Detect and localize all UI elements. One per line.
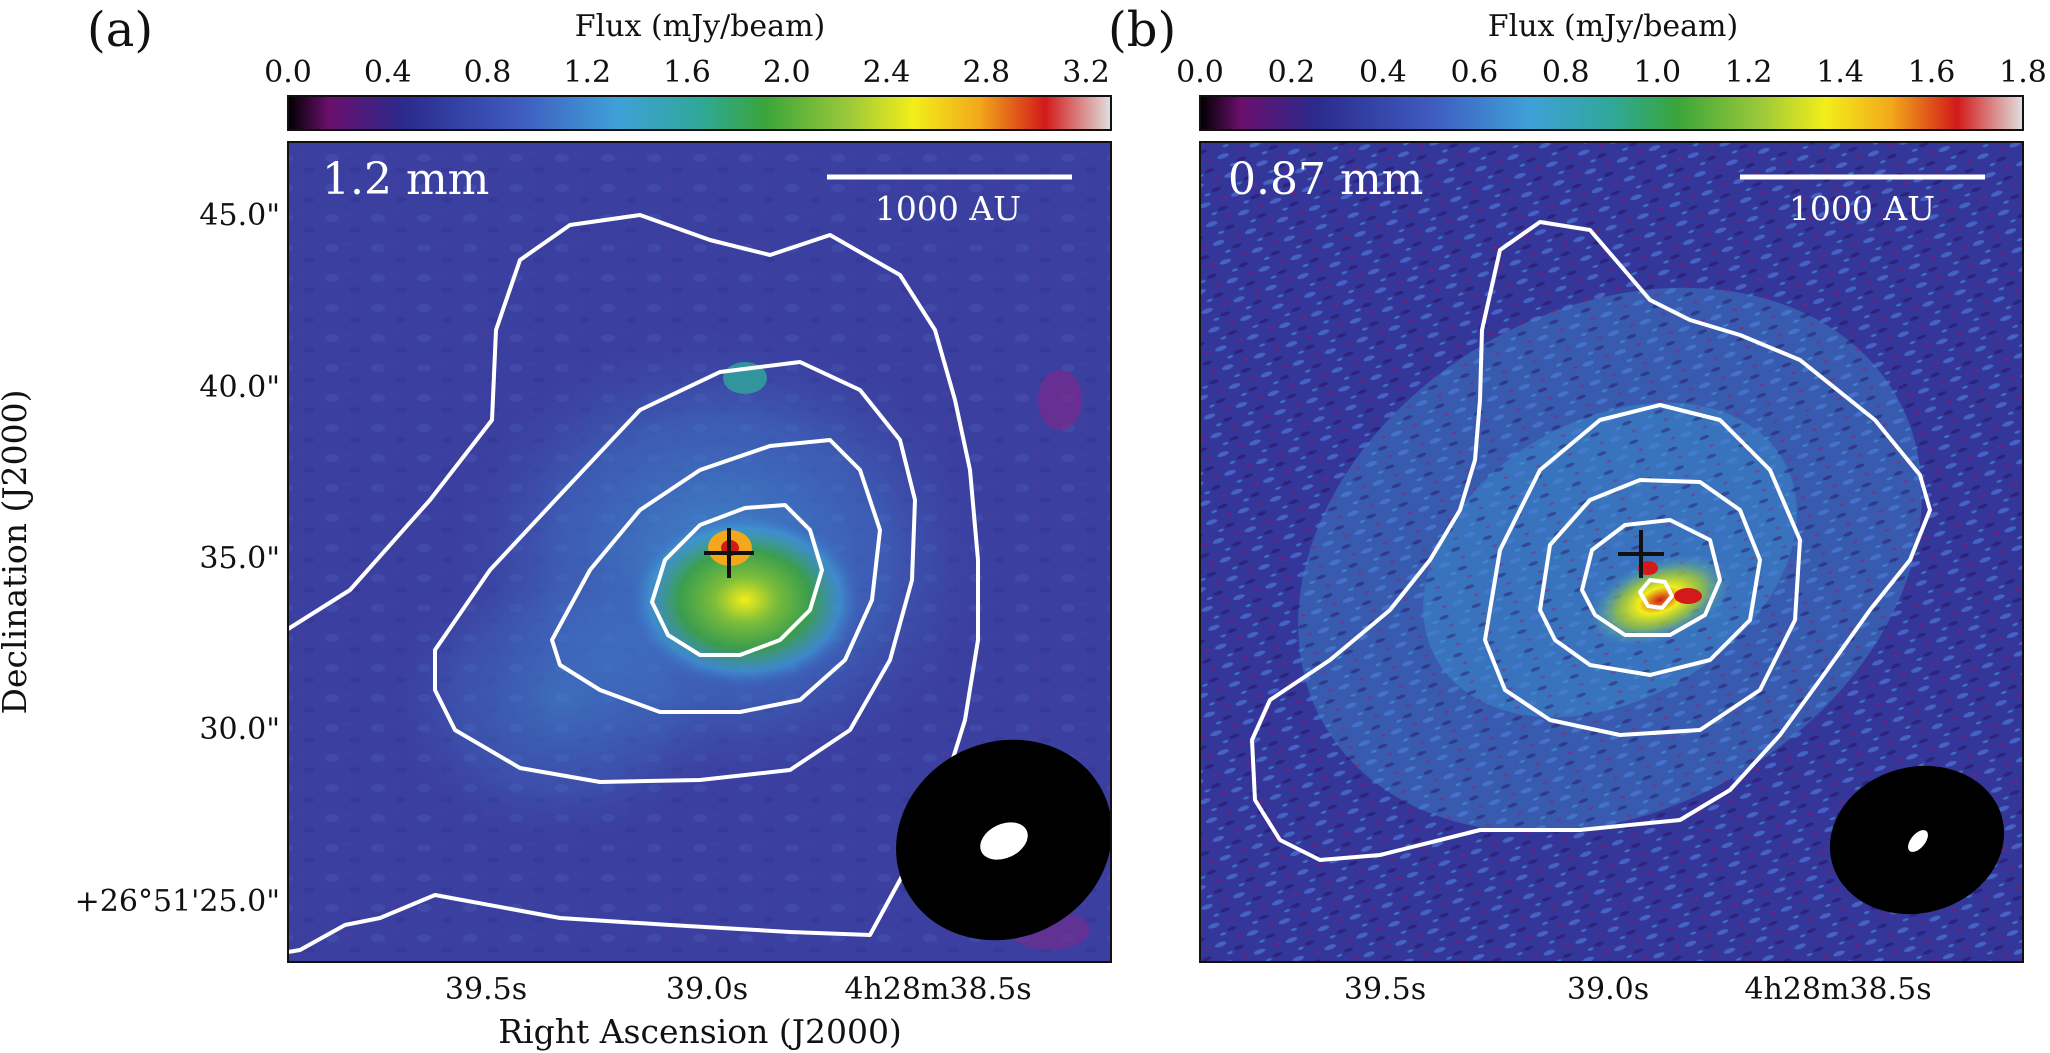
colorbar-tick-label: 1.6 <box>663 55 711 90</box>
y-tick-label: 35.0" <box>199 541 280 576</box>
colorbar-tick-label: 3.2 <box>1062 55 1110 90</box>
x-tick-label: 39.0s <box>1567 972 1649 1007</box>
colorbar-tick-label: 1.0 <box>1633 55 1681 90</box>
source-marker-b <box>1618 530 1664 578</box>
colorbar-tick-label: 0.8 <box>464 55 512 90</box>
x-tick-label: 4h28m38.5s <box>1744 972 1931 1007</box>
y-tick-label: +26°51'25.0" <box>75 884 280 919</box>
colorbar-tick-label: 0.4 <box>1359 55 1407 90</box>
y-axis-label: Declination (J2000) <box>0 390 34 715</box>
colorbar-tick-label: 0.8 <box>1542 55 1590 90</box>
x-tick-label: 4h28m38.5s <box>844 972 1031 1007</box>
colorbar-ticklabels-a: 0.0 0.4 0.8 1.2 1.6 2.0 2.4 2.8 3.2 <box>264 55 1110 104</box>
colorbar-tick-label: 1.4 <box>1816 55 1864 90</box>
y-tick-label: 40.0" <box>199 370 280 405</box>
plot-frame-a <box>287 141 1112 963</box>
source-marker-a <box>704 528 754 578</box>
y-tick-label: 45.0" <box>199 198 280 233</box>
colorbar-title-a: Flux (mJy/beam) <box>575 9 825 44</box>
heatmap-a <box>288 142 1111 962</box>
colorbar-ticklabels-b: 0.0 0.2 0.4 0.6 0.8 1.0 1.2 1.4 1.6 1.8 <box>1176 55 2047 104</box>
x-tick-label: 39.0s <box>666 972 748 1007</box>
heatmap-b <box>1200 142 2023 962</box>
colorbar-tick-label: 2.4 <box>863 55 911 90</box>
x-tick-label: 39.5s <box>445 972 527 1007</box>
colorbar-tick-label: 2.0 <box>763 55 811 90</box>
colorbar-tick-label: 0.0 <box>1176 55 1224 90</box>
beam-inner-a <box>980 822 1028 860</box>
wavelength-label-b: 0.87 mm <box>1228 154 1423 205</box>
y-ticks-a: 45.0" 40.0" 35.0" 30.0" +26°51'25.0" <box>75 198 280 919</box>
contours-a <box>288 213 980 954</box>
contours-b <box>1250 220 1932 862</box>
x-ticks-a: 39.5s 39.0s 4h28m38.5s <box>445 972 1032 1007</box>
panel-a: (a) Flux (mJy/beam) 0.0 0.4 0.8 1.2 1.6 2.0 2.… <box>0 2 1112 1051</box>
beam-inner-b <box>1908 830 1928 852</box>
panel-label-a: (a) <box>87 2 153 58</box>
panel-label-b: (b) <box>1108 2 1176 58</box>
colorbar-tick-label: 0.2 <box>1268 55 1316 90</box>
colorbar-tick-label: 1.8 <box>1999 55 2047 90</box>
panel-b: (b) Flux (mJy/beam) 0.0 0.2 0.4 0.6 0.8 1.0 1.… <box>1108 2 2047 1007</box>
x-axis-label: Right Ascension (J2000) <box>498 1012 902 1051</box>
colorbar-b <box>1199 95 2024 131</box>
scalebar-label-b: 1000 AU <box>1789 189 1935 228</box>
colorbar-tick-label: 1.6 <box>1908 55 1956 90</box>
scalebar-label-a: 1000 AU <box>875 189 1021 228</box>
x-tick-label: 39.5s <box>1344 972 1426 1007</box>
plot-frame-b <box>1199 141 2024 963</box>
colorbar-title-b: Flux (mJy/beam) <box>1488 9 1738 44</box>
colorbar-tick-label: 0.0 <box>264 55 312 90</box>
colorbar-tick-label: 1.2 <box>1725 55 1773 90</box>
wavelength-label-a: 1.2 mm <box>322 154 489 205</box>
colorbar-tick-label: 0.6 <box>1450 55 1498 90</box>
colorbar-a <box>287 95 1112 131</box>
colorbar-tick-label: 1.2 <box>563 55 611 90</box>
y-tick-label: 30.0" <box>199 712 280 747</box>
colorbar-tick-label: 0.4 <box>364 55 412 90</box>
colorbar-tick-label: 2.8 <box>962 55 1010 90</box>
x-ticks-b: 39.5s 39.0s 4h28m38.5s <box>1344 972 1932 1007</box>
